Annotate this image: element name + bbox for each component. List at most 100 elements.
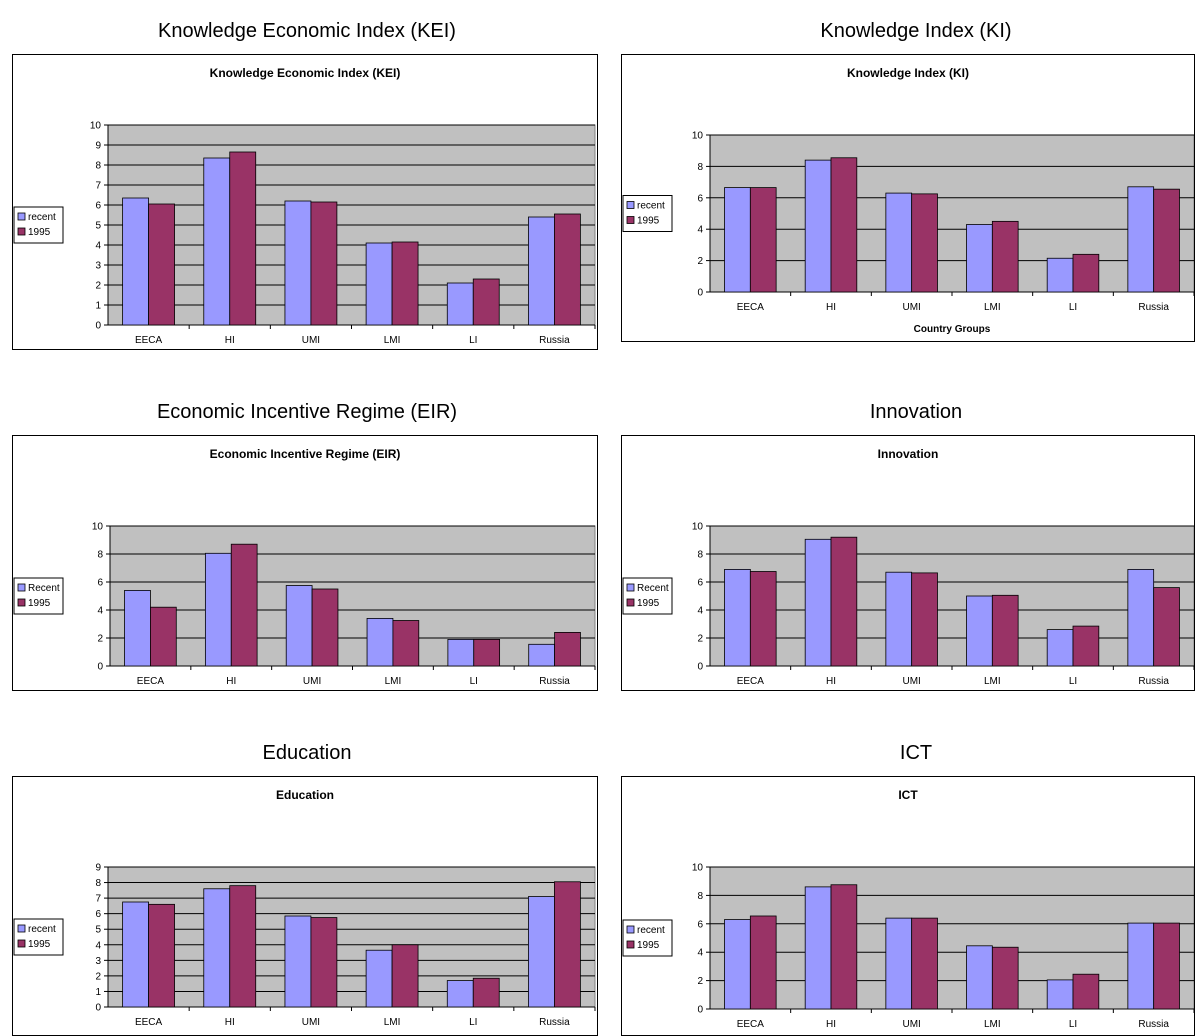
bar (1153, 922, 1180, 1010)
x-tick-label: LI (469, 1017, 477, 1028)
chart-title: ICT (898, 788, 918, 802)
bar (911, 193, 938, 293)
chart-heading: Knowledge Economic Index (KEI) (158, 20, 456, 42)
chart-heading: Economic Incentive Regime (EIR) (156, 401, 458, 423)
y-tick-label: 8 (697, 891, 703, 902)
legend-swatch (626, 583, 635, 592)
x-tick-label: LMI (384, 335, 401, 346)
legend-label: 1995 (637, 940, 660, 951)
y-tick-label: 2 (697, 256, 703, 267)
bar (830, 536, 858, 667)
chart-frame: Innovation0246810EECAHIUMILMILIRussiaCou… (621, 435, 1195, 691)
y-tick-label: 5 (95, 221, 101, 232)
bar (1153, 188, 1180, 293)
legend-label: recent (28, 212, 56, 223)
x-tick-label: Russia (539, 335, 570, 346)
bar (391, 944, 419, 1008)
x-axis-label: Country Groups (914, 324, 991, 335)
bar-chart: Knowledge Economic Index (KEI) 0 1 2 3 4 5 6 7 8 9… (13, 66, 596, 346)
legend-swatch (17, 227, 26, 236)
x-tick-label: UMI (302, 335, 320, 346)
y-tick-label: 0 (697, 288, 703, 299)
legend-label: 1995 (28, 939, 51, 950)
y-tick-label: 10 (692, 131, 704, 142)
y-tick-label: 2 (697, 634, 703, 645)
bar (1153, 587, 1180, 667)
x-tick-label: EECA (737, 302, 765, 313)
bar (472, 977, 500, 1008)
bar-chart: Innovation0246810EECAHIUMILMILIRussiaCou… (622, 447, 1194, 687)
x-tick-label: LMI (385, 676, 402, 687)
bar (830, 884, 858, 1010)
x-tick-label: Russia (539, 1017, 570, 1028)
y-tick-label: 1 (95, 301, 101, 312)
bar (447, 638, 475, 667)
bar (230, 543, 258, 667)
bar (724, 187, 751, 293)
x-tick-label: EECA (737, 676, 765, 687)
x-tick-label: Russia (1138, 676, 1169, 687)
bar (804, 538, 832, 667)
bar (203, 888, 231, 1008)
legend (622, 195, 673, 232)
bar (310, 201, 338, 326)
y-tick-label: 8 (95, 161, 101, 172)
y-tick-label: 8 (697, 550, 703, 561)
x-tick-label: LMI (984, 676, 1001, 687)
bar (229, 151, 257, 326)
bar (1072, 253, 1100, 293)
chart-frame: Knowledge Index (KI) 0 2 4 6 8 10 EECA HI UMI LMI L… (621, 54, 1195, 342)
bar (148, 903, 175, 1008)
bar (124, 589, 151, 667)
chart-frame: Economic Incentive Regime (EIR) 0 2 4 6 8 10 EE… (12, 435, 598, 691)
x-tick-label: HI (826, 676, 836, 687)
bar (472, 278, 500, 326)
legend-label: 1995 (28, 227, 51, 238)
bar (1072, 973, 1100, 1010)
y-tick-label: 8 (97, 550, 103, 561)
legend-label: 1995 (28, 598, 51, 609)
bar (911, 917, 938, 1010)
y-tick-label: 6 (697, 578, 703, 589)
y-tick-label: 8 (95, 878, 101, 889)
chart-title: Economic Incentive Regime (EIR) (210, 447, 401, 461)
y-tick-label: 6 (95, 909, 101, 920)
bar (724, 568, 751, 667)
chart-heading: Education (262, 742, 352, 764)
y-tick-label: 7 (95, 894, 101, 905)
legend-swatch (626, 940, 635, 949)
chart-title: Innovation (878, 447, 939, 461)
bar (1046, 257, 1074, 293)
bar (446, 980, 474, 1008)
y-tick-label: 4 (697, 948, 703, 959)
y-tick-label: 2 (97, 634, 103, 645)
bar (1127, 922, 1155, 1010)
chart-frame: Knowledge Economic Index (KEI) 0 1 2 3 4 5 6 7 8 9… (12, 54, 598, 350)
x-tick-label: UMI (902, 676, 920, 687)
x-tick-label: LI (1069, 302, 1077, 313)
y-tick-label: 10 (692, 863, 704, 874)
legend-swatch (17, 924, 26, 933)
y-tick-label: 0 (95, 1003, 101, 1014)
bar (366, 617, 394, 667)
bar (830, 157, 858, 293)
bar (310, 917, 338, 1008)
bar (554, 631, 581, 667)
bar (122, 901, 149, 1008)
y-tick-label: 4 (97, 606, 103, 617)
y-tick-label: 6 (97, 578, 103, 589)
x-tick-label: LI (469, 335, 477, 346)
bar-chart: Knowledge Index (KI) 0 2 4 6 8 10 EECA HI UMI LMI L… (622, 66, 1194, 335)
legend-label: recent (637, 925, 665, 936)
x-tick-label: HI (225, 335, 235, 346)
y-tick-label: 6 (697, 193, 703, 204)
chart-heading: ICT (899, 742, 933, 764)
y-tick-label: 3 (95, 261, 101, 272)
bar (885, 571, 913, 667)
legend-swatch (17, 212, 26, 221)
legend-swatch (626, 598, 635, 607)
bar (554, 213, 581, 326)
y-tick-label: 9 (95, 863, 101, 874)
y-tick-label: 4 (697, 225, 703, 236)
bar (365, 242, 393, 326)
